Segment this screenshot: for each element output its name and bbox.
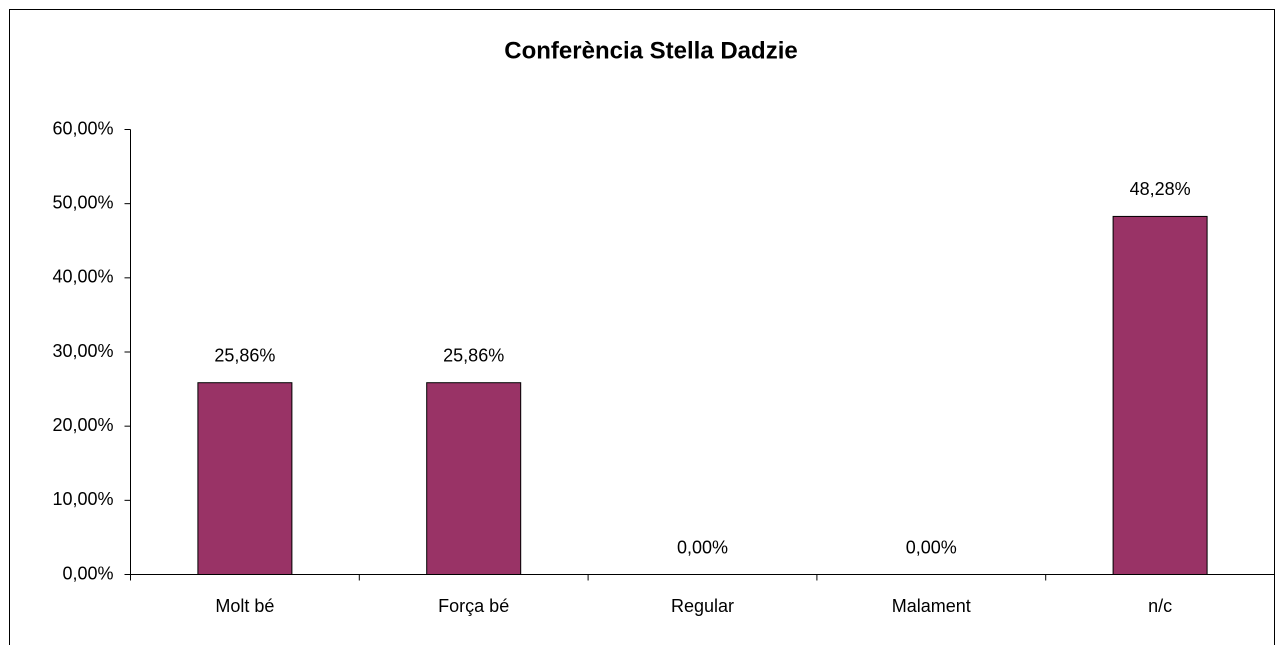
y-tick-label: 50,00% bbox=[52, 192, 113, 212]
data-label: 0,00% bbox=[906, 537, 957, 557]
y-tick-label: 30,00% bbox=[52, 341, 113, 361]
bar bbox=[197, 382, 293, 575]
x-tick-label: n/c bbox=[1148, 596, 1172, 616]
data-label: 25,86% bbox=[214, 345, 275, 365]
y-tick-label: 60,00% bbox=[52, 118, 113, 138]
chart-title: Conferència Stella Dadzie bbox=[504, 37, 797, 64]
data-label: 0,00% bbox=[677, 537, 728, 557]
y-tick-label: 10,00% bbox=[52, 489, 113, 509]
bar bbox=[426, 382, 522, 575]
x-tick-label: Regular bbox=[671, 596, 734, 616]
data-label: 25,86% bbox=[443, 345, 504, 365]
y-tick-label: 40,00% bbox=[52, 267, 113, 287]
y-tick-label: 0,00% bbox=[62, 563, 113, 583]
x-tick-label: Força bé bbox=[438, 596, 509, 616]
data-label: 48,28% bbox=[1130, 179, 1191, 199]
y-tick-label: 20,00% bbox=[52, 415, 113, 435]
x-tick-label: Molt bé bbox=[215, 596, 274, 616]
bar bbox=[1112, 215, 1208, 575]
x-tick-label: Malament bbox=[892, 596, 971, 616]
